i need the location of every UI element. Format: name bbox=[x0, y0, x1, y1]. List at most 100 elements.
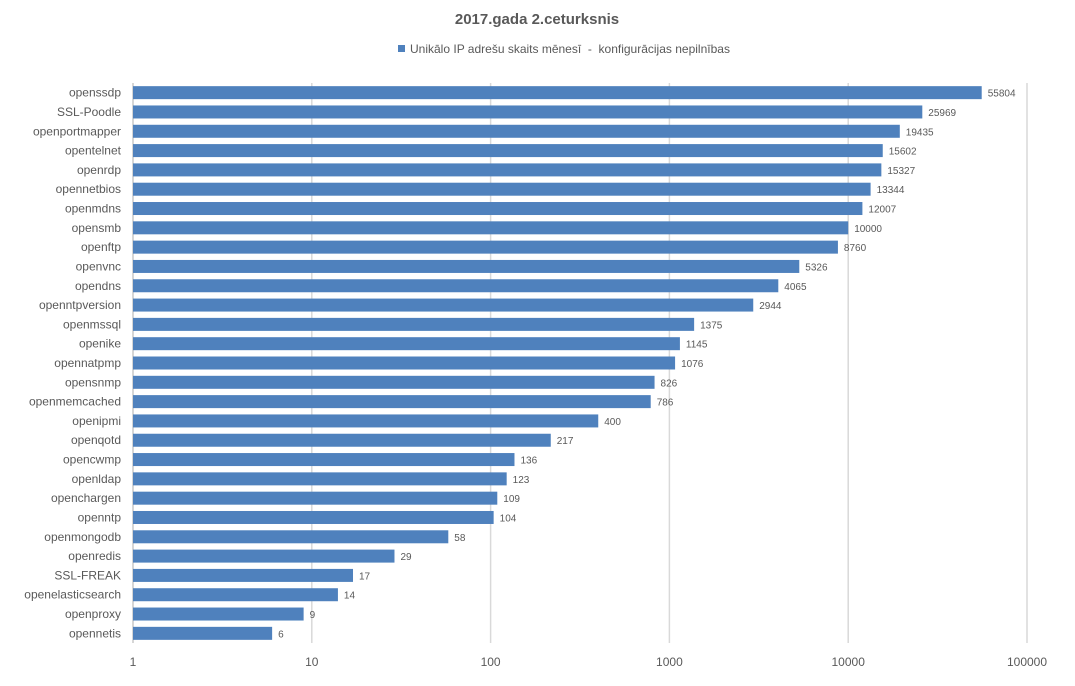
value-labels: 55804 25969 19435 15602 15327 13344 12007 10000… bbox=[278, 89, 1016, 641]
category-label: SSL-FREAK bbox=[54, 568, 121, 582]
category-label: openredis bbox=[68, 549, 121, 563]
bar bbox=[133, 588, 338, 602]
bar bbox=[133, 221, 849, 235]
category-label: openike bbox=[79, 337, 121, 351]
data-label: 25969 bbox=[928, 108, 956, 119]
category-label: opennetis bbox=[69, 626, 121, 640]
data-label: 4065 bbox=[784, 282, 807, 293]
data-label: 17 bbox=[359, 571, 371, 582]
data-label: 29 bbox=[400, 552, 412, 563]
data-label: 109 bbox=[503, 494, 520, 505]
category-label: openvnc bbox=[76, 259, 121, 273]
bar bbox=[133, 182, 871, 196]
bar bbox=[133, 337, 680, 351]
data-label: 123 bbox=[513, 475, 530, 486]
category-label: opendns bbox=[75, 279, 121, 293]
category-label: opennatpmp bbox=[54, 356, 121, 370]
category-label: opencwmp bbox=[63, 453, 121, 467]
category-label: openelasticsearch bbox=[24, 588, 121, 602]
x-tick-label: 10000 bbox=[832, 655, 866, 669]
bar bbox=[133, 298, 754, 312]
bar bbox=[133, 375, 655, 389]
data-label: 15327 bbox=[887, 166, 915, 177]
x-tick-label: 10 bbox=[305, 655, 319, 669]
category-label: openproxy bbox=[65, 607, 121, 621]
bar bbox=[133, 626, 273, 640]
x-tick-labels: 1 10 100 1000 10000 100000 bbox=[130, 655, 1048, 669]
category-label: opentelnet bbox=[65, 144, 122, 158]
bar bbox=[133, 356, 676, 370]
category-label: openmemcached bbox=[29, 395, 121, 409]
data-label: 5326 bbox=[805, 262, 828, 273]
bar bbox=[133, 395, 651, 409]
category-label: openmdns bbox=[65, 202, 121, 216]
bar bbox=[133, 279, 779, 293]
bar bbox=[133, 124, 900, 138]
bar bbox=[133, 317, 695, 331]
data-label: 1145 bbox=[686, 340, 708, 351]
category-label: opensmb bbox=[72, 221, 122, 235]
data-label: 9 bbox=[310, 610, 316, 621]
category-label: openrdp bbox=[77, 163, 121, 177]
data-label: 55804 bbox=[988, 89, 1016, 100]
category-label: openipmi bbox=[72, 414, 121, 428]
legend: Unikālo IP adrešu skaits mēnesī - konfig… bbox=[398, 42, 730, 56]
data-label: 1375 bbox=[700, 320, 723, 331]
data-label: 2944 bbox=[759, 301, 782, 312]
bar bbox=[133, 240, 838, 254]
category-label: opensnmp bbox=[65, 375, 121, 389]
bar bbox=[133, 453, 515, 467]
category-label: openldap bbox=[72, 472, 122, 486]
category-label: openqotd bbox=[71, 433, 121, 447]
bars bbox=[133, 86, 982, 640]
bar bbox=[133, 530, 449, 544]
data-label: 104 bbox=[500, 513, 517, 524]
category-label: openntp bbox=[78, 510, 122, 524]
data-label: 1076 bbox=[681, 359, 704, 370]
data-label: 136 bbox=[520, 456, 537, 467]
legend-label: Unikālo IP adrešu skaits mēnesī - konfig… bbox=[410, 42, 730, 56]
data-label: 786 bbox=[657, 398, 674, 409]
category-label: SSL-Poodle bbox=[57, 105, 121, 119]
category-label: openportmapper bbox=[33, 124, 121, 138]
chart-title: 2017.gada 2.ceturksnis bbox=[455, 11, 619, 28]
x-tick-label: 1 bbox=[130, 655, 137, 669]
bar bbox=[133, 163, 882, 177]
data-label: 12007 bbox=[868, 205, 896, 216]
bar bbox=[133, 472, 507, 486]
category-label: openntpversion bbox=[39, 298, 121, 312]
bar bbox=[133, 607, 304, 621]
category-label: openmongodb bbox=[44, 530, 121, 544]
category-labels: openssdp SSL-Poodle openportmapper openteln… bbox=[24, 86, 121, 641]
bar bbox=[133, 491, 498, 505]
category-label: openmssql bbox=[63, 317, 121, 331]
data-label: 826 bbox=[661, 378, 678, 389]
bar bbox=[133, 433, 551, 447]
bar bbox=[133, 144, 883, 158]
data-label: 217 bbox=[557, 436, 574, 447]
data-label: 58 bbox=[454, 533, 466, 544]
x-tick-label: 100000 bbox=[1007, 655, 1047, 669]
x-tick-label: 1000 bbox=[656, 655, 683, 669]
bar bbox=[133, 568, 354, 582]
bar bbox=[133, 202, 863, 216]
data-label: 13344 bbox=[877, 185, 905, 196]
data-label: 6 bbox=[278, 629, 284, 640]
category-label: opennetbios bbox=[56, 182, 121, 196]
category-label: openchargen bbox=[51, 491, 121, 505]
x-tick-label: 100 bbox=[481, 655, 501, 669]
data-label: 400 bbox=[604, 417, 621, 428]
bar bbox=[133, 259, 800, 273]
bar bbox=[133, 86, 982, 100]
legend-swatch bbox=[398, 45, 405, 52]
category-label: openssdp bbox=[69, 86, 121, 100]
bar bbox=[133, 549, 395, 563]
bar bbox=[133, 105, 923, 119]
data-label: 8760 bbox=[844, 243, 867, 254]
data-label: 10000 bbox=[854, 224, 882, 235]
category-label: openftp bbox=[81, 240, 121, 254]
bar bbox=[133, 510, 494, 524]
bar bbox=[133, 414, 599, 428]
